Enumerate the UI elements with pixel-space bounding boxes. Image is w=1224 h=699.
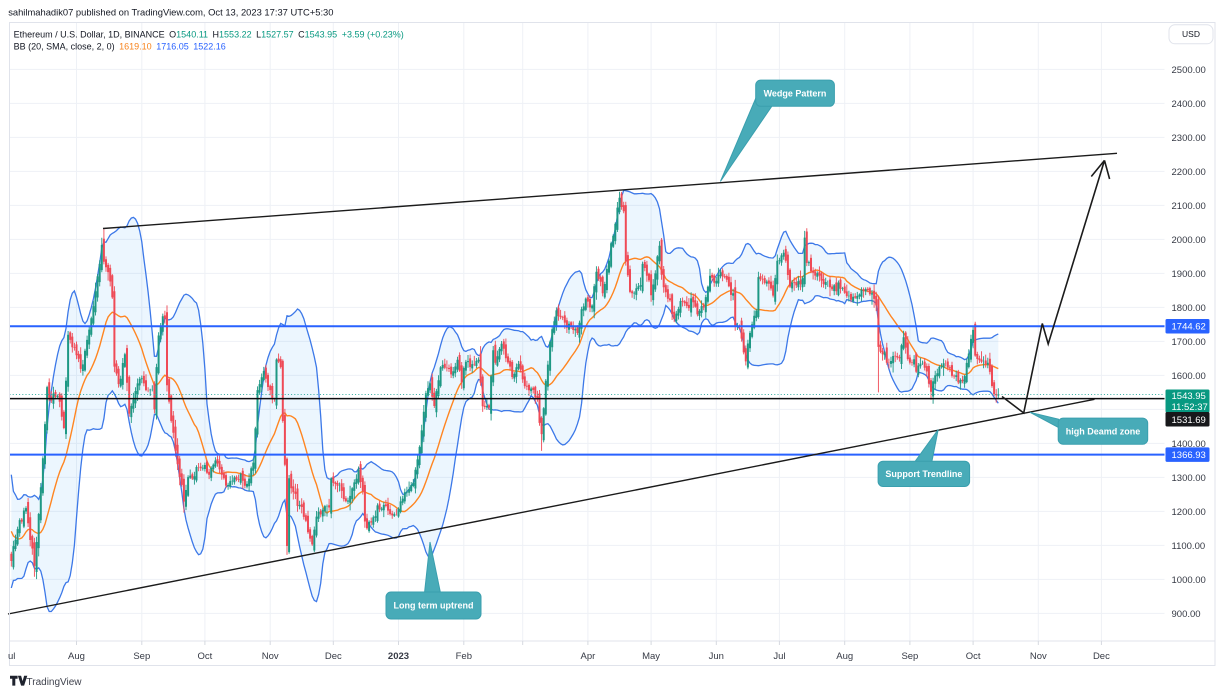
svg-text:ul: ul	[8, 651, 15, 662]
svg-text:1900.00: 1900.00	[1172, 269, 1206, 280]
svg-text:Jul: Jul	[773, 651, 785, 662]
svg-text:1366.93: 1366.93	[1172, 450, 1206, 461]
svg-text:TradingView: TradingView	[27, 677, 83, 688]
svg-text:1000.00: 1000.00	[1172, 575, 1206, 586]
svg-text:Oct: Oct	[966, 651, 981, 662]
svg-text:Apr: Apr	[581, 651, 596, 662]
svg-text:11:52:37: 11:52:37	[1172, 402, 1208, 413]
svg-text:2400.00: 2400.00	[1172, 99, 1206, 110]
svg-text:Aug: Aug	[836, 651, 853, 662]
svg-text:2200.00: 2200.00	[1172, 167, 1206, 178]
svg-text:Jun: Jun	[709, 651, 724, 662]
svg-text:USD: USD	[1182, 29, 1200, 39]
svg-text:1531.69: 1531.69	[1172, 415, 1206, 426]
svg-text:Wedge Pattern: Wedge Pattern	[764, 88, 827, 98]
svg-text:Ethereum / U.S. Dollar, 1D, BI: Ethereum / U.S. Dollar, 1D, BINANCE O154…	[14, 30, 404, 40]
svg-text:1543.95: 1543.95	[1172, 391, 1206, 402]
svg-text:1600.00: 1600.00	[1172, 371, 1206, 382]
svg-text:BB (20, SMA, close, 2, 0) 1619: BB (20, SMA, close, 2, 0) 1619.10 1716.0…	[14, 41, 226, 51]
svg-text:Aug: Aug	[68, 651, 85, 662]
svg-text:1100.00: 1100.00	[1172, 541, 1206, 552]
svg-text:2023: 2023	[388, 651, 409, 662]
svg-text:Long term uptrend: Long term uptrend	[394, 601, 474, 611]
svg-text:Dec: Dec	[1093, 651, 1110, 662]
svg-text:Oct: Oct	[198, 651, 213, 662]
svg-text:2300.00: 2300.00	[1172, 133, 1206, 144]
svg-text:1700.00: 1700.00	[1172, 337, 1206, 348]
svg-text:2500.00: 2500.00	[1172, 65, 1206, 76]
svg-text:2100.00: 2100.00	[1172, 201, 1206, 212]
svg-text:high Deamd zone: high Deamd zone	[1066, 426, 1141, 436]
svg-text:1200.00: 1200.00	[1172, 507, 1206, 518]
svg-text:Sep: Sep	[901, 651, 918, 662]
svg-text:1300.00: 1300.00	[1172, 473, 1206, 484]
svg-text:1744.62: 1744.62	[1172, 322, 1206, 333]
svg-text:1400.00: 1400.00	[1172, 439, 1206, 450]
svg-text:900.00: 900.00	[1172, 609, 1201, 620]
svg-text:1800.00: 1800.00	[1172, 303, 1206, 314]
svg-text:Feb: Feb	[456, 651, 472, 662]
svg-text:May: May	[642, 651, 660, 662]
svg-text:Dec: Dec	[325, 651, 342, 662]
svg-text:2000.00: 2000.00	[1172, 235, 1206, 246]
svg-text:Sep: Sep	[133, 651, 150, 662]
svg-text:Support Trendline: Support Trendline	[885, 469, 962, 479]
svg-text:Nov: Nov	[1030, 651, 1047, 662]
svg-text:Nov: Nov	[262, 651, 279, 662]
svg-text:sahilmahadik07 published on Tr: sahilmahadik07 published on TradingView.…	[8, 6, 333, 17]
